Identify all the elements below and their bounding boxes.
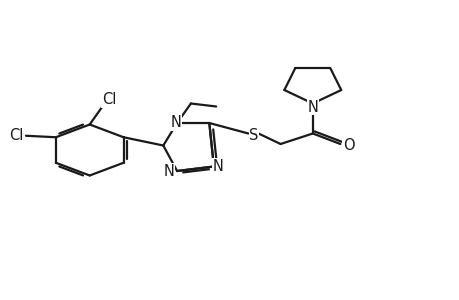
Text: N: N bbox=[163, 164, 174, 178]
Text: O: O bbox=[342, 138, 354, 153]
Text: N: N bbox=[170, 115, 181, 130]
Text: N: N bbox=[213, 159, 224, 174]
Text: S: S bbox=[249, 128, 258, 142]
Text: N: N bbox=[307, 100, 318, 115]
Text: Cl: Cl bbox=[9, 128, 23, 143]
Text: Cl: Cl bbox=[101, 92, 116, 107]
